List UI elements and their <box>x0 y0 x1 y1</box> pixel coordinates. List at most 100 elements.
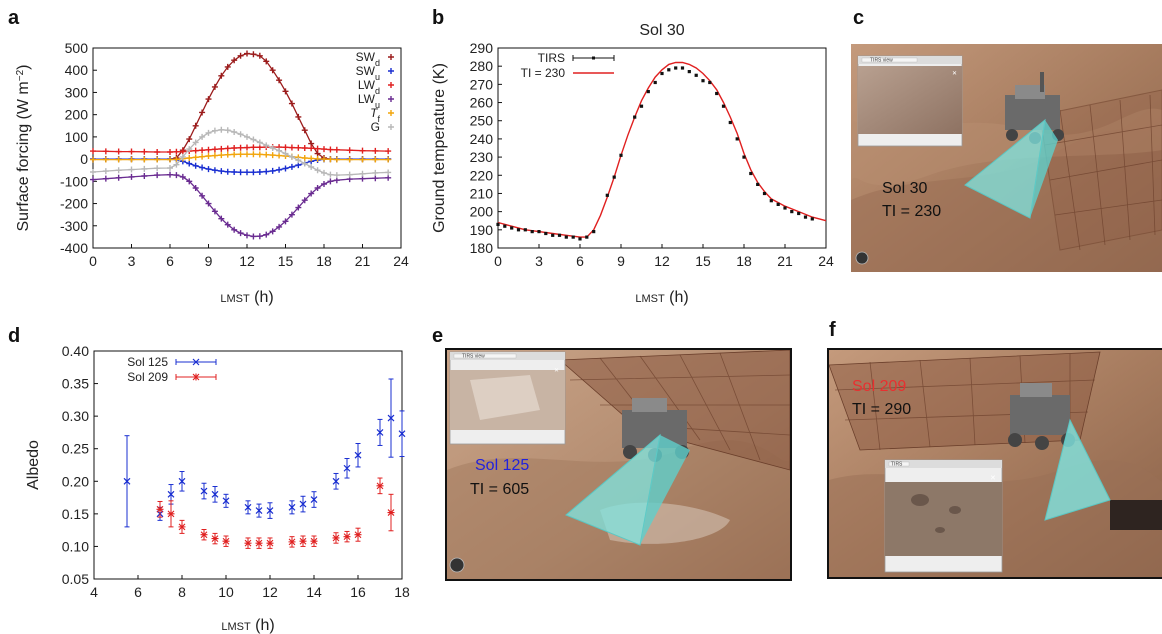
data-point-LWu <box>244 232 250 239</box>
data-point-tirs <box>530 230 534 234</box>
scene-ti-label: TI = 290 <box>852 401 911 418</box>
data-point-LWu <box>372 175 379 182</box>
y-tick-label: 240 <box>470 131 494 147</box>
data-point-sol125 <box>387 414 395 422</box>
data-point-sol125 <box>299 500 307 508</box>
data-point-G <box>314 167 321 174</box>
data-point-Tf <box>250 151 257 158</box>
legend-entry-ti: TI = 230 <box>521 66 566 80</box>
data-point-G <box>301 160 308 167</box>
rover-icon <box>1008 383 1075 450</box>
data-point-SWu <box>276 166 283 173</box>
series-line-SWd <box>93 52 389 160</box>
data-point-SWu <box>244 169 250 176</box>
x-tick-label: 21 <box>355 253 371 269</box>
data-point-LWu <box>218 215 225 222</box>
data-point-tirs <box>694 73 698 77</box>
y-tick-label: 250 <box>470 113 494 129</box>
data-point-sol209 <box>387 509 395 517</box>
data-point-sol125 <box>332 477 340 485</box>
data-point-tirs <box>619 153 623 157</box>
data-point-tirs <box>721 104 726 108</box>
data-point-G <box>288 153 295 160</box>
y-tick-label: 0.05 <box>62 571 89 587</box>
y-tick-label: 180 <box>470 240 494 256</box>
x-tick-label: 10 <box>218 584 234 600</box>
legend-marker-SWu <box>388 68 394 74</box>
y-axis-label: Ground temperature (K) <box>431 63 448 233</box>
legend-marker-point <box>192 358 200 366</box>
data-point-SWu <box>231 169 238 175</box>
data-point-Tf <box>301 155 308 161</box>
data-point-sol209 <box>376 482 384 490</box>
data-point-LWu <box>115 174 122 181</box>
data-point-G <box>295 157 302 164</box>
y-tick-label: 500 <box>65 40 89 56</box>
data-point-SWd <box>263 58 270 65</box>
data-point-sol125 <box>376 429 384 436</box>
close-icon[interactable]: ✕ <box>952 71 957 77</box>
data-point-LWu <box>256 233 263 240</box>
data-point-LWd <box>237 144 244 151</box>
data-point-LWu <box>333 177 340 184</box>
data-point-SWu <box>288 163 295 170</box>
data-point-sol125 <box>200 487 208 495</box>
x-tick-label: 9 <box>205 253 213 269</box>
y-axis-label: Albedo <box>25 440 42 490</box>
legend-entry-LWd: LWd <box>358 78 380 96</box>
data-point-LWu <box>186 178 193 185</box>
data-point-tirs <box>687 70 691 74</box>
data-point-LWu <box>173 172 180 179</box>
data-point-LWu <box>301 197 308 204</box>
data-point-tirs <box>633 115 637 119</box>
data-point-G <box>359 170 366 177</box>
y-tick-label: 280 <box>470 58 494 74</box>
data-point-LWu <box>327 178 334 185</box>
y-tick-label: -400 <box>60 240 88 256</box>
y-tick-label: 200 <box>470 204 494 220</box>
legend-entry-tirs: TIRS <box>538 51 565 65</box>
data-point-SWd <box>288 100 295 107</box>
data-point-SWu <box>237 169 244 176</box>
close-icon[interactable]: ✕ <box>990 475 996 482</box>
data-point-LWu <box>282 218 289 225</box>
data-point-tirs <box>701 79 705 83</box>
data-point-SWu <box>199 164 206 171</box>
data-point-G <box>385 169 392 176</box>
data-point-LWd <box>295 144 302 151</box>
data-point-LWu <box>231 226 238 233</box>
data-point-G <box>269 145 276 151</box>
data-point-G <box>276 147 283 154</box>
series-group <box>90 50 392 240</box>
scene-ti-label: TI = 605 <box>470 481 529 498</box>
data-point-LWd <box>250 144 257 151</box>
close-icon[interactable]: ✕ <box>554 368 559 374</box>
data-point-sol209 <box>343 533 351 541</box>
data-point-tirs <box>728 120 732 125</box>
data-point-LWd <box>173 148 180 155</box>
data-point-LWu <box>288 211 295 218</box>
data-point-G <box>173 161 180 168</box>
data-point-SWu <box>218 168 225 175</box>
data-point-sol125 <box>244 503 252 511</box>
data-point-Tf <box>385 156 392 163</box>
data-point-tirs <box>503 224 507 228</box>
data-point-Tf <box>314 155 321 162</box>
data-point-sol125 <box>398 430 406 438</box>
data-point-SWu <box>211 167 218 174</box>
y-tick-label: 100 <box>65 129 89 145</box>
data-point-sol125 <box>354 451 362 459</box>
x-tick-label: 18 <box>736 253 752 269</box>
data-point-tirs <box>592 230 596 234</box>
data-point-tirs <box>756 182 760 186</box>
legend-entry-SWu: SWu <box>356 64 380 82</box>
data-point-LWd <box>115 148 122 155</box>
data-point-tirs <box>516 228 521 232</box>
tirs-field-of-view-side <box>1030 120 1058 218</box>
y-tick-label: 0.40 <box>62 343 89 359</box>
series-line-ti <box>497 61 827 238</box>
scene-ti-label: TI = 230 <box>882 203 941 220</box>
data-point-LWd <box>199 147 206 154</box>
